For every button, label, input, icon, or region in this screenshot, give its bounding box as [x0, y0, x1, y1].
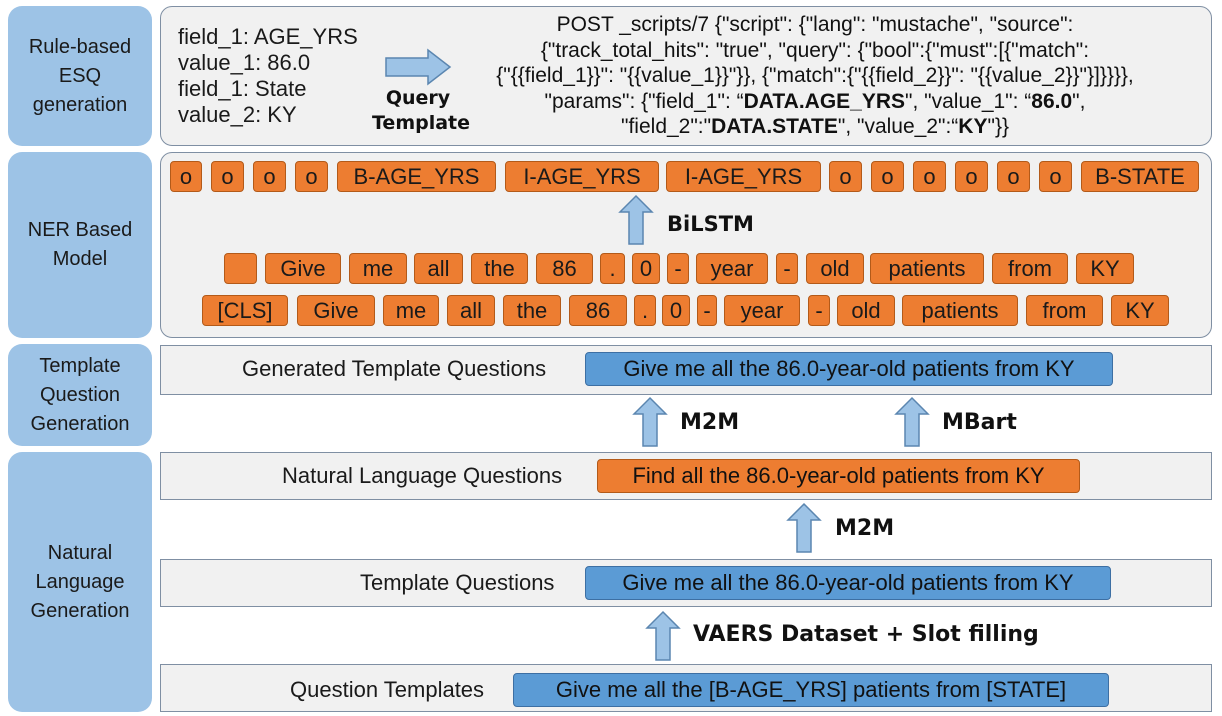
generated-template-question: Give me all the 86.0-year-old patients f… — [585, 352, 1113, 386]
m2m-up-arrow-icon — [632, 396, 668, 447]
ner-tag: B-AGE_YRS — [337, 161, 496, 192]
m2m-label-lower: M2M — [835, 516, 895, 541]
ner-embedding: all — [414, 253, 463, 284]
ner-tag: o — [955, 161, 988, 192]
vaers-slot-filling-label: VAERS Dataset + Slot filling — [693, 622, 1039, 647]
ner-token: - — [808, 295, 830, 326]
bilstm-label: BiLSTM — [667, 212, 754, 236]
ner-tag: o — [211, 161, 244, 192]
ner-token: - — [697, 295, 717, 326]
ner-embedding: patients — [870, 253, 984, 284]
ner-embedding: KY — [1076, 253, 1134, 284]
m2m-label-upper: M2M — [680, 410, 740, 435]
ner-tag: I-AGE_YRS — [505, 161, 659, 192]
ner-token: KY — [1111, 295, 1169, 326]
ner-token: . — [634, 295, 656, 326]
ner-tag: B-STATE — [1081, 161, 1199, 192]
ner-embedding — [224, 253, 257, 284]
ner-embedding: - — [667, 253, 689, 284]
natural-language-label: Natural Language Questions — [282, 463, 563, 488]
ner-embedding: Give — [265, 253, 341, 284]
template-questions-label: Template Questions — [360, 570, 555, 595]
ner-tag: o — [871, 161, 904, 192]
code-line-3: {"{{field_1}}": "{{value_1}}"}}, {"match… — [496, 64, 1134, 87]
mbart-label: MBart — [942, 410, 1017, 435]
mbart-up-arrow-icon — [894, 396, 930, 447]
bilstm-up-arrow-icon — [618, 194, 654, 245]
code-line-5: "field_2":"DATA.STATE", "value_2":“KY"}} — [621, 115, 1009, 138]
ner-token: 0 — [662, 295, 690, 326]
code-line-2: {"track_total_hits": "true", "query": {"… — [540, 38, 1090, 62]
ner-token: year — [724, 295, 800, 326]
ner-tag: o — [253, 161, 286, 192]
ner-embedding: - — [776, 253, 798, 284]
code-line-1: POST _scripts/7 {"script": {"lang": "mus… — [556, 13, 1074, 36]
ner-token: the — [503, 295, 561, 326]
generated-template-label: Generated Template Questions — [242, 356, 547, 381]
ner-token: from — [1026, 295, 1103, 326]
ner-embedding: the — [471, 253, 528, 284]
query-template-arrow-icon — [385, 48, 452, 86]
code-line-4: "params": {"field_1": “DATA.AGE_YRS", "v… — [544, 89, 1086, 113]
ner-tag: o — [295, 161, 328, 192]
ner-token: me — [383, 295, 439, 326]
ner-token: all — [447, 295, 495, 326]
ner-token: patients — [902, 295, 1018, 326]
section-label-ner: NER Based Model — [8, 152, 152, 338]
ner-token: Give — [297, 295, 375, 326]
ner-tag: o — [170, 161, 202, 192]
ner-tag: o — [829, 161, 862, 192]
question-templates-label: Question Templates — [290, 677, 485, 702]
ner-token: 86 — [569, 295, 627, 326]
section-label-nlg: Natural Language Generation — [8, 452, 152, 712]
esq-field-2: field_1: State — [178, 76, 307, 101]
ner-tag: o — [913, 161, 946, 192]
esq-panel — [160, 6, 1212, 146]
esq-query-code: POST _scripts/7 {"script": {"lang": "mus… — [440, 12, 1190, 140]
esq-value-1: value_1: 86.0 — [178, 50, 311, 75]
ner-embedding: year — [696, 253, 768, 284]
ner-tag: o — [997, 161, 1030, 192]
ner-embedding: . — [600, 253, 625, 284]
ner-embedding: me — [349, 253, 407, 284]
ner-tag: I-AGE_YRS — [666, 161, 821, 192]
template-question: Give me all the 86.0-year-old patients f… — [585, 566, 1111, 600]
ner-embedding: from — [992, 253, 1068, 284]
ner-tag: o — [1039, 161, 1072, 192]
question-template: Give me all the [B-AGE_YRS] patients fro… — [513, 673, 1109, 707]
ner-embedding: 0 — [632, 253, 660, 284]
section-label-esq: Rule-based ESQ generation — [8, 6, 152, 146]
esq-value-2: value_2: KY — [178, 102, 297, 127]
esq-field-list: field_1: AGE_YRS value_1: 86.0 field_1: … — [178, 24, 358, 128]
ner-token: [CLS] — [202, 295, 288, 326]
m2m-up-arrow-icon — [786, 502, 822, 553]
ner-embedding: 86 — [536, 253, 593, 284]
ner-embedding: old — [806, 253, 864, 284]
natural-language-question: Find all the 86.0-year-old patients from… — [597, 459, 1080, 493]
esq-field-1: field_1: AGE_YRS — [178, 24, 358, 49]
section-label-template-question: Template Question Generation — [8, 344, 152, 446]
query-template-label: Query Template — [372, 87, 471, 134]
ner-token: old — [837, 295, 895, 326]
vaers-up-arrow-icon — [645, 610, 681, 661]
